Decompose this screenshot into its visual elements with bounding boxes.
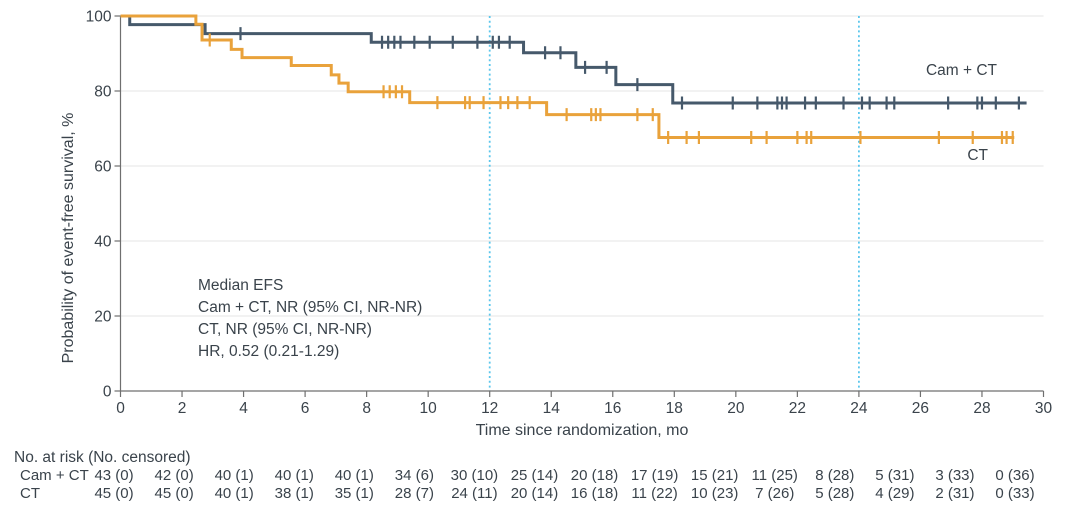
risk-cell: 25 (14) xyxy=(510,467,559,484)
curve-label-ct: CT xyxy=(967,147,988,164)
x-tick-label: 26 xyxy=(912,400,929,417)
risk-cell: 43 (0) xyxy=(94,467,134,484)
x-tick-label: 16 xyxy=(604,400,621,417)
risk-cell: 20 (18) xyxy=(570,467,619,484)
risk-cell: 40 (1) xyxy=(214,485,254,502)
x-tick-label: 0 xyxy=(116,400,125,417)
risk-row-values: 45 (0) 45 (0) 40 (1) 38 (1) 35 (1) 28 (7) 24 (… xyxy=(84,485,1045,502)
risk-cell: 30 (10) xyxy=(450,467,499,484)
x-tick-label: 24 xyxy=(850,400,868,417)
x-tick-label: 30 xyxy=(1035,400,1053,417)
x-tick-label: 6 xyxy=(301,400,310,417)
risk-row-ct: CT 45 (0) 45 (0) 40 (1) 38 (1) 35 (1) 28 (7) 24… xyxy=(0,485,1080,503)
risk-cell: 3 (33) xyxy=(935,467,975,484)
risk-cell: 24 (11) xyxy=(451,485,498,502)
survival-curve-camct xyxy=(120,14,1027,105)
risk-row-camct: Cam + CT 43 (0) 42 (0) 40 (1) 40 (1) 40 (1) 34… xyxy=(0,467,1080,485)
x-tick-label: 4 xyxy=(239,400,248,417)
annotation-line-camct: Cam + CT, NR (95% CI, NR-NR) xyxy=(198,299,423,316)
risk-cell: 11 (22) xyxy=(631,485,678,502)
risk-cell: 45 (0) xyxy=(154,485,194,502)
risk-cell: 5 (31) xyxy=(875,467,915,484)
annotation-line-median: Median EFS xyxy=(198,277,284,294)
risk-row-values: 43 (0) 42 (0) 40 (1) 40 (1) 40 (1) 34 (6) 30 (… xyxy=(84,467,1045,484)
x-tick-label: 8 xyxy=(362,400,371,417)
x-tick-label: 2 xyxy=(178,400,187,417)
x-tick-label: 20 xyxy=(727,400,745,417)
risk-cell: 8 (28) xyxy=(815,467,855,484)
risk-cell: 0 (33) xyxy=(995,485,1035,502)
y-tick-label: 0 xyxy=(103,384,112,401)
x-tick-label: 22 xyxy=(789,400,806,417)
x-tick-label: 28 xyxy=(973,400,990,417)
risk-cell: 7 (26) xyxy=(755,485,795,502)
annotation-line-hr: HR, 0.52 (0.21-1.29) xyxy=(198,343,340,360)
risk-row-label: CT xyxy=(20,485,40,502)
risk-row-label: Cam + CT xyxy=(20,467,89,484)
risk-cell: 17 (19) xyxy=(630,467,679,484)
risk-cell: 10 (23) xyxy=(690,485,739,502)
risk-cell: 15 (21) xyxy=(690,467,739,484)
risk-cell: 40 (1) xyxy=(334,467,374,484)
risk-cell: 4 (29) xyxy=(875,485,915,502)
risk-cell: 40 (1) xyxy=(274,467,314,484)
risk-cell: 38 (1) xyxy=(274,485,314,502)
survival-curve-ct xyxy=(120,14,1015,139)
y-tick-label: 20 xyxy=(94,309,112,326)
y-tick-label: 40 xyxy=(94,234,112,251)
y-axis-label: Probability of event-free survival, % xyxy=(60,112,77,364)
y-tick-label: 100 xyxy=(86,9,112,26)
risk-cell: 28 (7) xyxy=(394,485,434,502)
x-tick-label: 12 xyxy=(481,400,498,417)
x-axis-label: Time since randomization, mo xyxy=(475,422,689,439)
risk-cell: 45 (0) xyxy=(94,485,134,502)
curve-label-camct: Cam + CT xyxy=(925,62,997,79)
risk-cell: 11 (25) xyxy=(751,467,798,484)
risk-cell: 34 (6) xyxy=(394,467,434,484)
y-tick-label: 80 xyxy=(94,84,112,101)
annotation-line-ct: CT, NR (95% CI, NR-NR) xyxy=(198,321,372,338)
x-tick-label: 10 xyxy=(420,400,438,417)
risk-cell: 40 (1) xyxy=(214,467,254,484)
y-tick-label: 60 xyxy=(94,159,112,176)
risk-cell: 16 (18) xyxy=(570,485,619,502)
risk-table-title: No. at risk (No. censored) xyxy=(14,449,191,466)
median-efs-annotation: Median EFS Cam + CT, NR (95% CI, NR-NR) … xyxy=(198,275,422,363)
risk-cell: 20 (14) xyxy=(510,485,559,502)
risk-cell: 35 (1) xyxy=(334,485,374,502)
x-tick-label: 14 xyxy=(543,400,561,417)
risk-cell: 2 (31) xyxy=(935,485,975,502)
risk-cell: 0 (36) xyxy=(995,467,1035,484)
x-tick-label: 18 xyxy=(666,400,683,417)
risk-cell: 5 (28) xyxy=(815,485,855,502)
risk-cell: 42 (0) xyxy=(154,467,194,484)
